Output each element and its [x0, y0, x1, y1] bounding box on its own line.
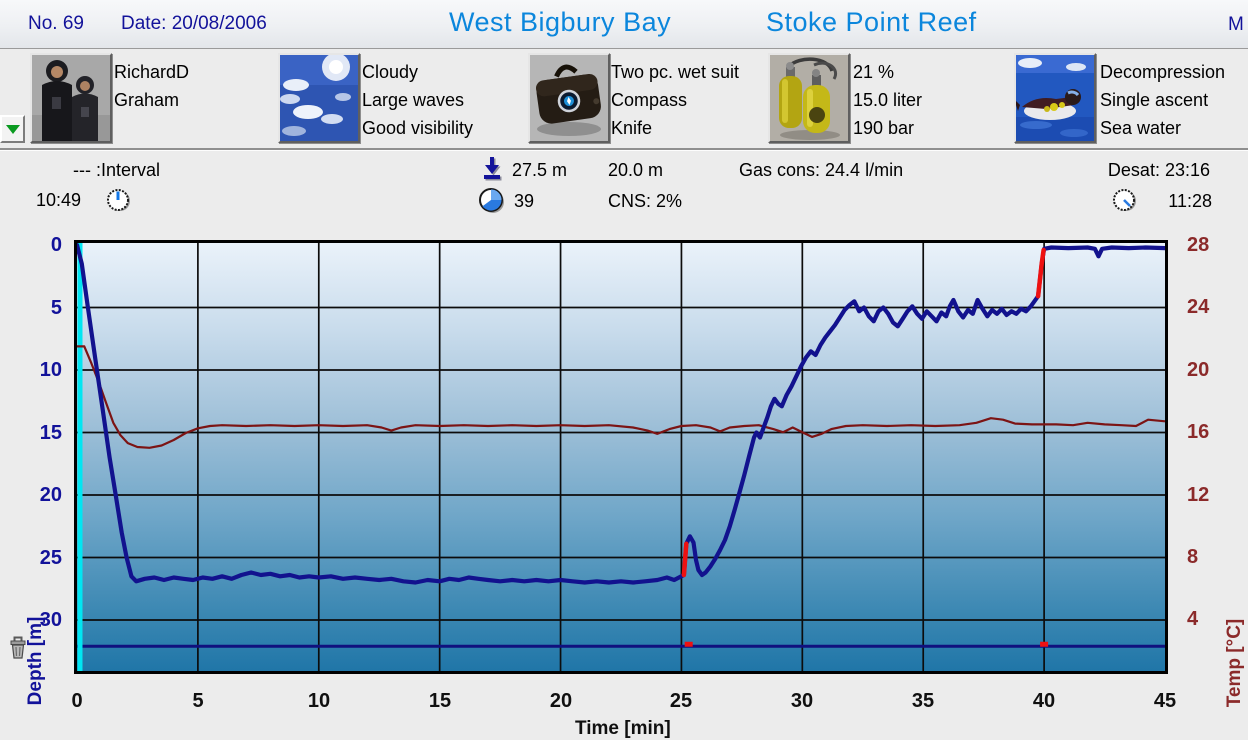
axis-tick: 0: [50, 234, 62, 256]
visibility-condition: Good visibility: [362, 118, 474, 138]
axis-tick: 25: [39, 547, 62, 569]
site-name: West Bigbury Bay: [449, 7, 672, 37]
max-depth-icon: [481, 157, 505, 183]
dive-type-photo-button[interactable]: [1014, 53, 1096, 143]
dive-select-dropdown-button[interactable]: [0, 115, 25, 143]
equipment-photo-button[interactable]: [528, 53, 610, 143]
desaturation-value: Desat: 23:16: [1107, 160, 1210, 180]
tank-volume: 15.0 liter: [853, 90, 923, 110]
header-bar: No. 69 Date: 20/08/2006 West Bigbury Bay…: [0, 0, 1248, 49]
dive-time-pie-clock-icon: [478, 187, 505, 214]
dive-type-text: Decompression Single ascent Sea water: [1100, 58, 1225, 142]
dive-number: No. 69: [28, 13, 84, 34]
axis-tick: 30: [790, 690, 814, 712]
gas-consumption-value: Gas cons: 24.4 l/min: [739, 160, 904, 180]
sky-photo-icon: [280, 55, 358, 141]
buddy-names: RichardD Graham: [114, 58, 189, 114]
tank-pressure: 190 bar: [853, 118, 915, 138]
dive-info-bar: RichardD Graham Cloudy Large waves Good: [0, 49, 1248, 150]
axis-tick: 12: [1187, 484, 1210, 506]
end-time-value: 11:28: [1168, 191, 1212, 211]
axis-tick: 0: [71, 690, 83, 712]
dive-time-value: 39: [514, 191, 535, 211]
tank-photo-button[interactable]: [768, 53, 850, 143]
axis-tick: 28: [1187, 234, 1210, 256]
dive-type: Decompression: [1100, 62, 1226, 82]
axis-tick: 5: [50, 297, 62, 319]
equipment-item: Knife: [611, 118, 653, 138]
axis-tick: 25: [669, 690, 693, 712]
dive-profile-chart: Depth [m] Temp [°C] Time [min] 0 5 10 15 20 2…: [0, 232, 1248, 740]
suit-item: Two pc. wet suit: [611, 62, 740, 82]
weather-condition: Cloudy: [362, 62, 419, 82]
oxygen-percent: 21 %: [853, 62, 895, 82]
max-depth-value: 27.5 m: [512, 160, 568, 180]
plot-svg: [77, 243, 1165, 671]
mean-depth-value: 20.0 m: [608, 160, 664, 180]
end-time-clock-icon: [1112, 187, 1138, 213]
dive-date: Date: 20/08/2006: [121, 13, 267, 34]
axis-tick: 4: [1187, 608, 1199, 630]
axis-tick: 10: [39, 359, 62, 381]
divers-photo-icon: [32, 55, 110, 141]
water-type: Sea water: [1100, 118, 1182, 138]
start-time: 10:49: [36, 190, 82, 210]
axis-tick: 16: [1187, 421, 1210, 443]
buddy-name: Graham: [114, 90, 180, 110]
time-axis-title: Time [min]: [575, 718, 671, 739]
equipment-item: Compass: [611, 90, 688, 110]
axis-tick: 5: [192, 690, 204, 712]
axis-tick: 20: [39, 484, 62, 506]
clipped-right-text: M: [1228, 14, 1244, 35]
sea-condition: Large waves: [362, 90, 465, 110]
weather-photo-button[interactable]: [278, 53, 360, 143]
axis-tick: 24: [1187, 296, 1210, 318]
axis-tick: 15: [39, 422, 62, 444]
conditions-text: Cloudy Large waves Good visibility: [362, 58, 473, 142]
equipment-text: Two pc. wet suit Compass Knife: [611, 58, 739, 142]
tank-text: 21 % 15.0 liter 190 bar: [853, 58, 922, 142]
site-detail: Stoke Point Reef: [766, 7, 977, 37]
plot-area[interactable]: [74, 240, 1168, 674]
buddy-photo-button[interactable]: [30, 53, 112, 143]
buddy-name: RichardD: [114, 62, 190, 82]
surface-diver-photo-icon: [1016, 55, 1094, 141]
dive-stats-bar: --- :Interval 10:49 27.5 m: [0, 151, 1248, 232]
ascent-type: Single ascent: [1100, 90, 1209, 110]
tanks-photo-icon: [770, 55, 848, 141]
start-time-clock-icon: [106, 187, 132, 213]
axis-tick: 20: [1187, 359, 1210, 381]
axis-tick: 10: [307, 690, 331, 712]
axis-tick: 8: [1187, 546, 1199, 568]
axis-tick: 30: [39, 609, 62, 631]
axis-tick: 15: [428, 690, 452, 712]
gear-bag-photo-icon: [530, 55, 608, 141]
axis-tick: 20: [549, 690, 573, 712]
axis-tick: 35: [911, 690, 935, 712]
trash-bin-icon: [9, 636, 27, 660]
interval-label: --- :Interval: [73, 160, 161, 180]
cns-value: CNS: 2%: [608, 191, 683, 211]
axis-tick: 40: [1032, 690, 1056, 712]
temp-axis-title: Temp [°C]: [1224, 618, 1245, 708]
axis-tick: 45: [1153, 690, 1177, 712]
dropdown-triangle-icon: [5, 124, 20, 134]
